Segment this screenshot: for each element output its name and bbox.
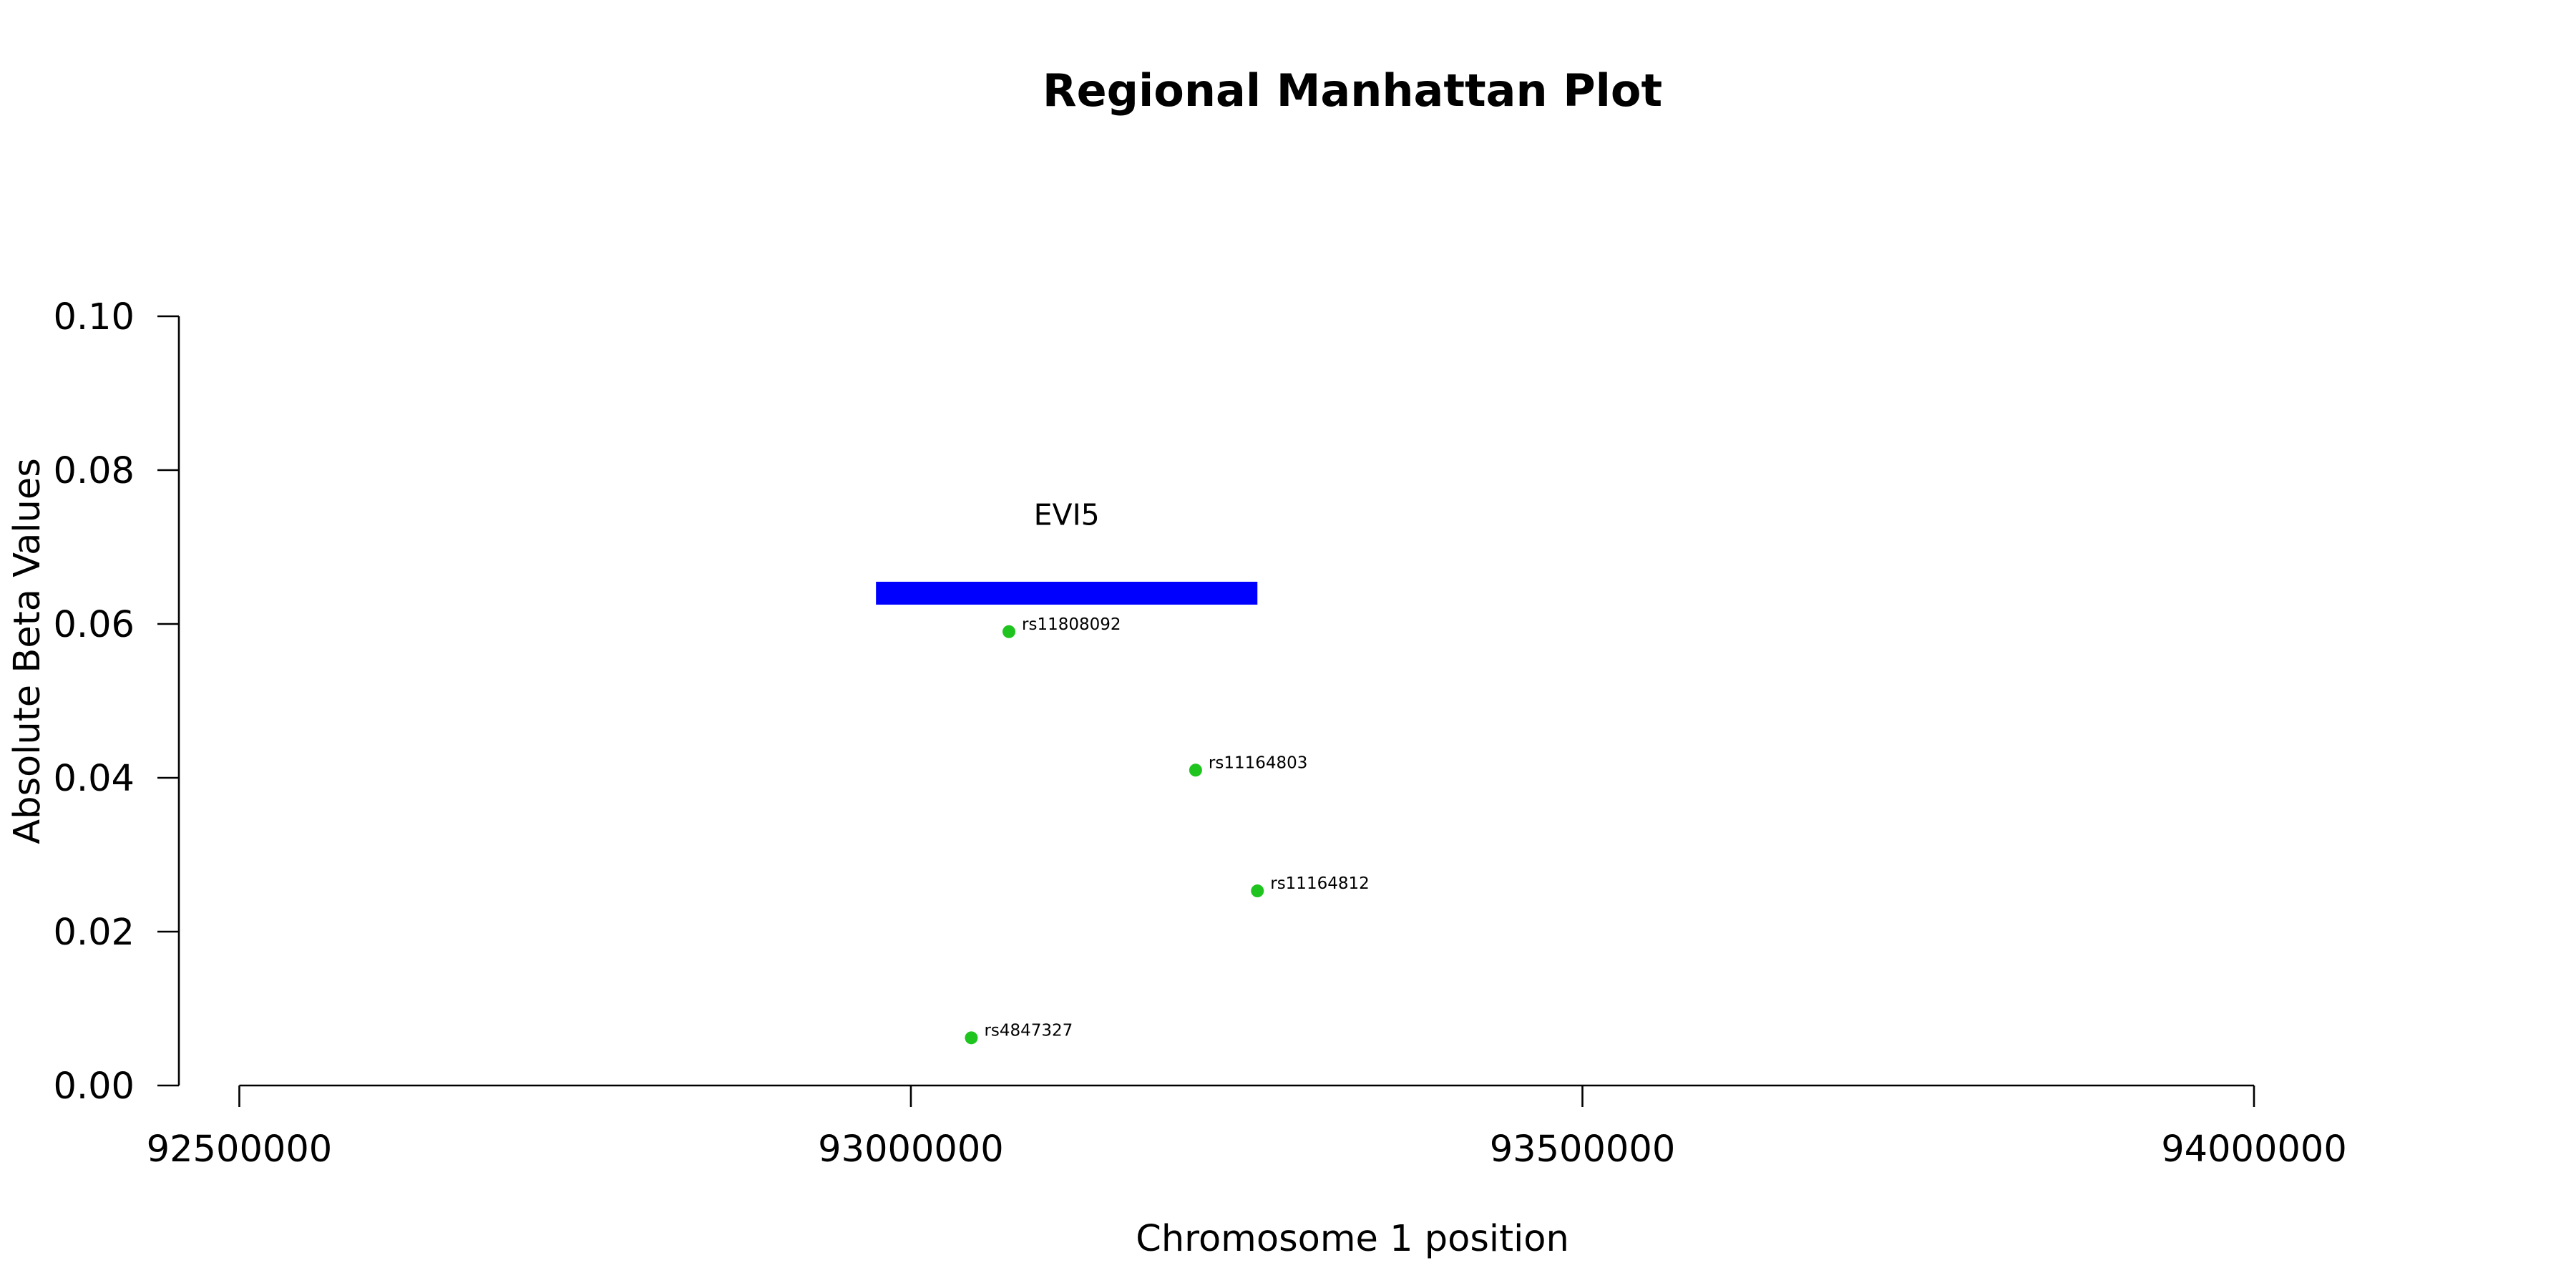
snp-label: rs4847327 (984, 1021, 1073, 1040)
y-tick-label: 0.08 (53, 450, 135, 492)
y-tick-label: 0.04 (53, 758, 135, 800)
x-tick-label: 93000000 (818, 1128, 1004, 1171)
y-axis-label: Absolute Beta Values (6, 458, 49, 844)
y-tick-label: 0.06 (53, 604, 135, 646)
gene-layer: EVI5 (876, 498, 1258, 605)
snp-point (1251, 884, 1264, 898)
x-tick-label: 93500000 (1490, 1128, 1676, 1171)
gene-label: EVI5 (1034, 498, 1100, 532)
x-tick-label: 94000000 (2161, 1128, 2347, 1171)
y-tick-label: 0.10 (53, 296, 135, 338)
chart-title: Regional Manhattan Plot (1043, 64, 1662, 117)
y-axis: 0.00 0.02 0.04 0.06 0.08 0.10 (53, 296, 180, 1108)
snp-point (1002, 625, 1015, 638)
x-tick-label: 92500000 (147, 1128, 333, 1171)
snp-label: rs11808092 (1022, 615, 1121, 634)
y-tick-label: 0.02 (53, 912, 135, 954)
snp-point (965, 1031, 978, 1045)
y-tick-label: 0.00 (53, 1065, 135, 1108)
snp-label: rs11164803 (1209, 753, 1308, 772)
snp-label: rs11164812 (1270, 874, 1370, 893)
x-axis-label: Chromosome 1 position (1136, 1218, 1569, 1260)
gene-bar (876, 582, 1258, 605)
points-layer: rs11808092 rs11164803 rs11164812 rs4847327 (965, 615, 1370, 1045)
x-axis: 92500000 93000000 93500000 94000000 (147, 1084, 2347, 1171)
snp-point (1189, 763, 1202, 777)
